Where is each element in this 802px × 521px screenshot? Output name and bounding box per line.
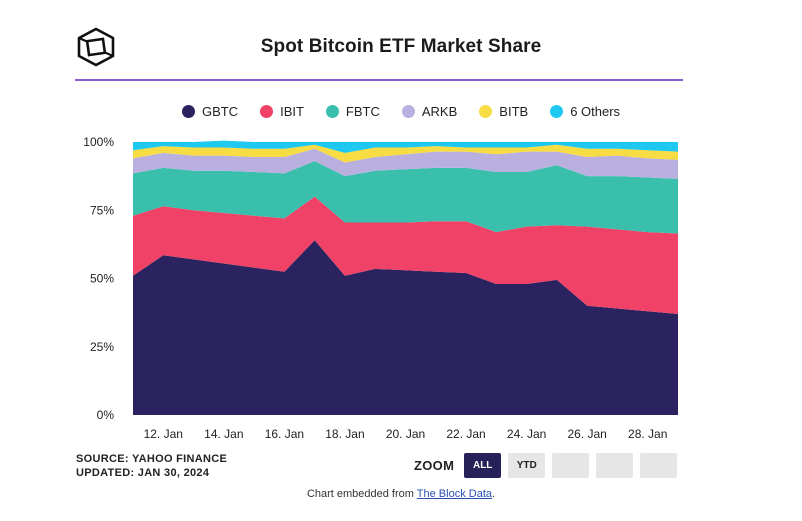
source-info: SOURCE: YAHOO FINANCE UPDATED: JAN 30, 2… (76, 452, 227, 480)
area-series-ibit (133, 196, 678, 314)
zoom-all-button[interactable]: ALL (464, 452, 502, 478)
source-text: SOURCE: YAHOO FINANCE (76, 453, 228, 465)
legend-item-ibit[interactable]: IBIT (260, 104, 304, 119)
area-series-gbtc (133, 240, 678, 415)
legend-item-arkb[interactable]: ARKB (401, 104, 458, 119)
embed-prefix: Chart embedded from (306, 488, 414, 500)
legend-dot-fbtc (325, 105, 339, 118)
legend-label-bitb: BITB (499, 104, 529, 119)
legend-dot-others (550, 105, 564, 118)
legend-label-fbtc: FBTC (345, 104, 380, 119)
area-series-6-others (133, 140, 678, 153)
y-tick-label: 0% (97, 408, 115, 422)
legend-item-fbtc[interactable]: FBTC (325, 104, 380, 119)
x-tick-label: 12. Jan (144, 427, 183, 441)
embed-suffix: . (492, 488, 496, 500)
x-tick-label: 22. Jan (446, 427, 485, 441)
y-tick-label: 100% (83, 135, 114, 149)
legend-dot-arkb (401, 105, 415, 118)
legend-label-arkb: ARKB (421, 104, 458, 119)
chart-legend: GBTC IBIT FBTC ARKB BITB 6 Others (0, 104, 802, 119)
y-tick-label: 25% (90, 340, 114, 354)
zoom-label: ZOOM (414, 457, 455, 473)
legend-label-ibit: IBIT (280, 104, 304, 119)
zoom-button-blank-2[interactable] (596, 452, 634, 478)
y-tick-label: 75% (90, 203, 114, 217)
zoom-controls: ZOOM ALL YTD (414, 452, 684, 478)
area-series-fbtc (133, 161, 678, 234)
legend-item-others[interactable]: 6 Others (550, 104, 620, 119)
zoom-button-blank-3[interactable] (640, 452, 678, 478)
legend-dot-gbtc (181, 105, 195, 118)
y-tick-label: 50% (90, 272, 114, 286)
x-tick-label: 24. Jan (507, 427, 546, 441)
updated-text: UPDATED: JAN 30, 2024 (76, 467, 210, 479)
legend-item-gbtc[interactable]: GBTC (181, 104, 239, 119)
title-divider (75, 79, 683, 81)
x-tick-label: 14. Jan (204, 427, 243, 441)
legend-label-gbtc: GBTC (201, 104, 239, 119)
legend-label-others: 6 Others (570, 104, 621, 119)
area-series-arkb (133, 148, 678, 179)
area-series-bitb (133, 144, 678, 163)
zoom-button-blank-1[interactable] (552, 452, 590, 478)
x-tick-label: 26. Jan (567, 427, 606, 441)
legend-dot-ibit (260, 105, 274, 118)
logo-icon (77, 27, 115, 67)
x-tick-label: 18. Jan (325, 427, 364, 441)
x-tick-label: 28. Jan (628, 427, 667, 441)
zoom-ytd-button[interactable]: YTD (508, 452, 546, 478)
x-tick-label: 16. Jan (265, 427, 304, 441)
x-tick-label: 20. Jan (386, 427, 425, 441)
chart-title: Spot Bitcoin ETF Market Share (260, 36, 542, 57)
legend-dot-bitb (479, 105, 493, 118)
legend-item-bitb[interactable]: BITB (479, 104, 528, 119)
embed-note: Chart embedded from The Block Data. (0, 488, 802, 500)
embed-link[interactable]: The Block Data (416, 488, 492, 500)
